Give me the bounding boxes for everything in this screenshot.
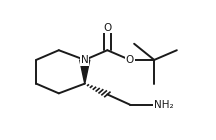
Text: NH₂: NH₂ [154,100,174,110]
Text: N: N [81,55,89,65]
Text: O: O [103,23,111,33]
Text: O: O [126,55,134,65]
Polygon shape [80,60,90,84]
